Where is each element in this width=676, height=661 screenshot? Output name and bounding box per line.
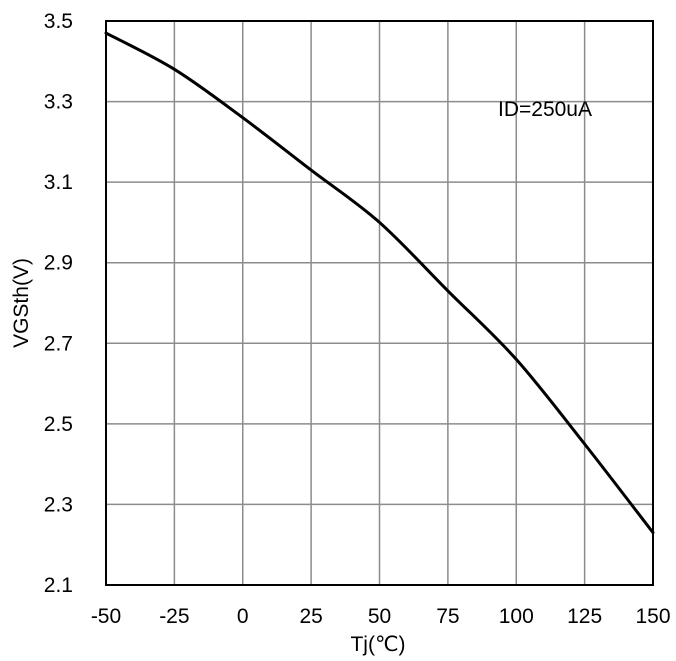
y-axis-label: VGSth(V) [10, 258, 33, 348]
y-tick-label: 3.3 [44, 91, 73, 114]
x-tick-label: 25 [299, 605, 322, 628]
y-tick-label: 2.3 [44, 493, 73, 516]
x-tick-label: 0 [237, 605, 249, 628]
x-tick-label: 150 [635, 605, 670, 628]
x-tick-label: 125 [567, 605, 602, 628]
series-line [104, 31, 655, 535]
y-tick-label: 2.1 [44, 574, 73, 597]
x-tick-label: 50 [368, 605, 391, 628]
x-tick-label: -50 [91, 605, 121, 628]
y-tick-label: 3.1 [44, 171, 73, 194]
y-tick-label: 2.7 [44, 332, 73, 355]
x-tick-label: -25 [159, 605, 189, 628]
x-tick-labels: -50 -25 0 25 50 75 100 125 150 [91, 605, 671, 628]
annotation-label: ID=250uA [498, 98, 592, 121]
y-tick-label: 2.5 [44, 413, 73, 436]
x-tick-label: 100 [499, 605, 534, 628]
grid-lines [106, 21, 653, 585]
x-axis-label: Tj(℃) [350, 633, 405, 656]
y-tick-label: 3.5 [44, 10, 73, 33]
y-tick-label: 2.9 [44, 252, 73, 275]
x-tick-label: 75 [436, 605, 459, 628]
y-tick-labels: 2.1 2.3 2.5 2.7 2.9 3.1 3.3 3.5 [44, 10, 73, 597]
plot-frame [105, 20, 654, 586]
